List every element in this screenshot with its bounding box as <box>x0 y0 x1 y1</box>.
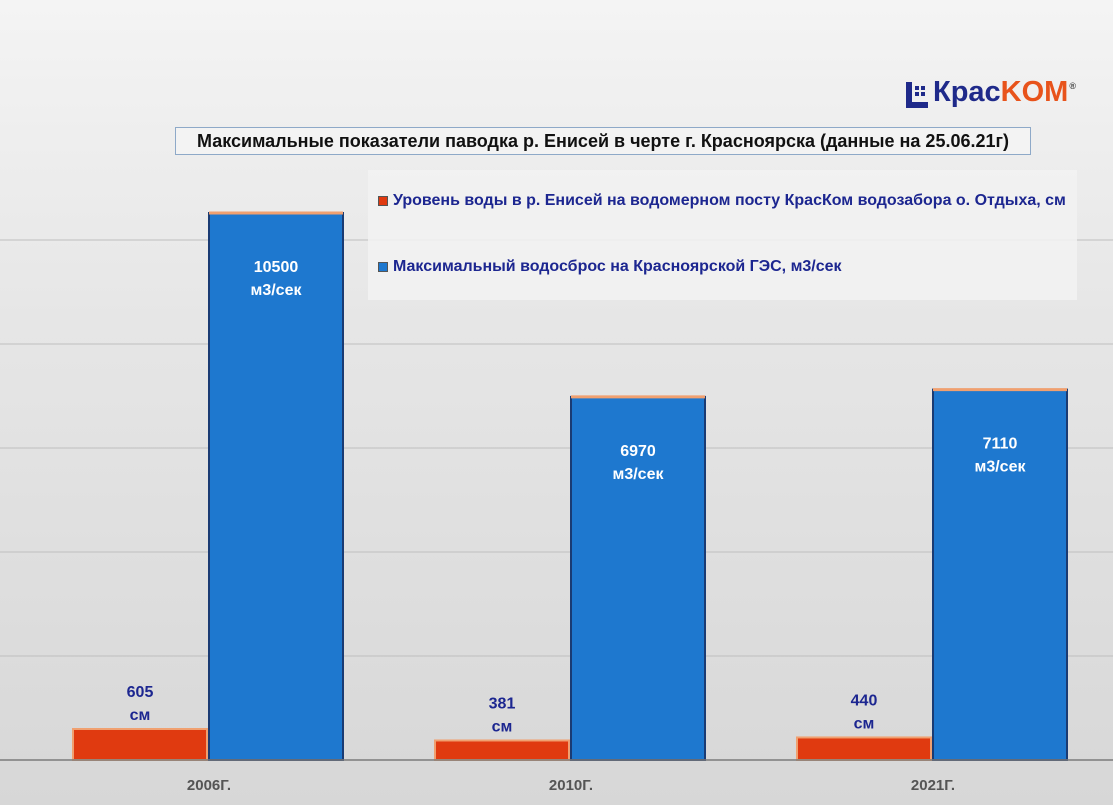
legend-label-discharge: Максимальный водосброс на Красноярской Г… <box>393 258 842 275</box>
data-labels: 605 см 10500 м3/сек 381 см 6970 м3/сек 440 см 7110… <box>127 259 1027 735</box>
data-label-level-unit: см <box>130 707 151 724</box>
bar-water-level <box>434 739 570 761</box>
legend: Уровень воды в р. Енисей на водомерном п… <box>368 170 1077 300</box>
data-label-discharge-value: 6970 <box>620 443 656 460</box>
data-label-discharge-unit: м3/сек <box>975 459 1027 476</box>
chart-title: Максимальные показатели паводка р. Енисе… <box>175 127 1031 155</box>
bar-water-level <box>796 736 932 761</box>
data-label-level-value: 605 <box>127 684 154 701</box>
x-axis-ticks: 2006Г. 2010Г. 2021Г. <box>187 777 955 794</box>
data-label-level-unit: см <box>492 718 513 735</box>
logo-text-part-2: KOM <box>1000 76 1069 108</box>
legend-item-discharge: Максимальный водосброс на Красноярской Г… <box>378 258 842 276</box>
x-tick-label: 2010Г. <box>549 777 593 794</box>
data-label-discharge-unit: м3/сек <box>251 282 303 299</box>
data-label-level-unit: см <box>854 715 875 732</box>
legend-item-water-level: Уровень воды в р. Енисей на водомерном п… <box>378 192 1066 210</box>
x-tick-label: 2021Г. <box>911 777 955 794</box>
kraskom-logo: КpacKOM® <box>905 76 1076 112</box>
legend-swatch-discharge <box>378 262 388 272</box>
logo-text-part-1: Кpac <box>933 76 1001 108</box>
data-label-discharge-value: 10500 <box>254 259 299 276</box>
data-label-level-value: 440 <box>851 692 878 709</box>
legend-label-level: Уровень воды в р. Енисей на водомерном п… <box>393 192 1066 209</box>
data-label-discharge-value: 7110 <box>983 436 1018 453</box>
data-label-level-value: 381 <box>489 695 516 712</box>
legend-swatch-level <box>378 196 388 206</box>
bars <box>72 211 1068 761</box>
x-tick-label: 2006Г. <box>187 777 231 794</box>
kraskom-logo-icon <box>906 82 928 108</box>
logo-registered-mark: ® <box>1069 81 1076 91</box>
data-label-discharge-unit: м3/сек <box>613 466 665 483</box>
bar-water-level <box>72 728 208 761</box>
